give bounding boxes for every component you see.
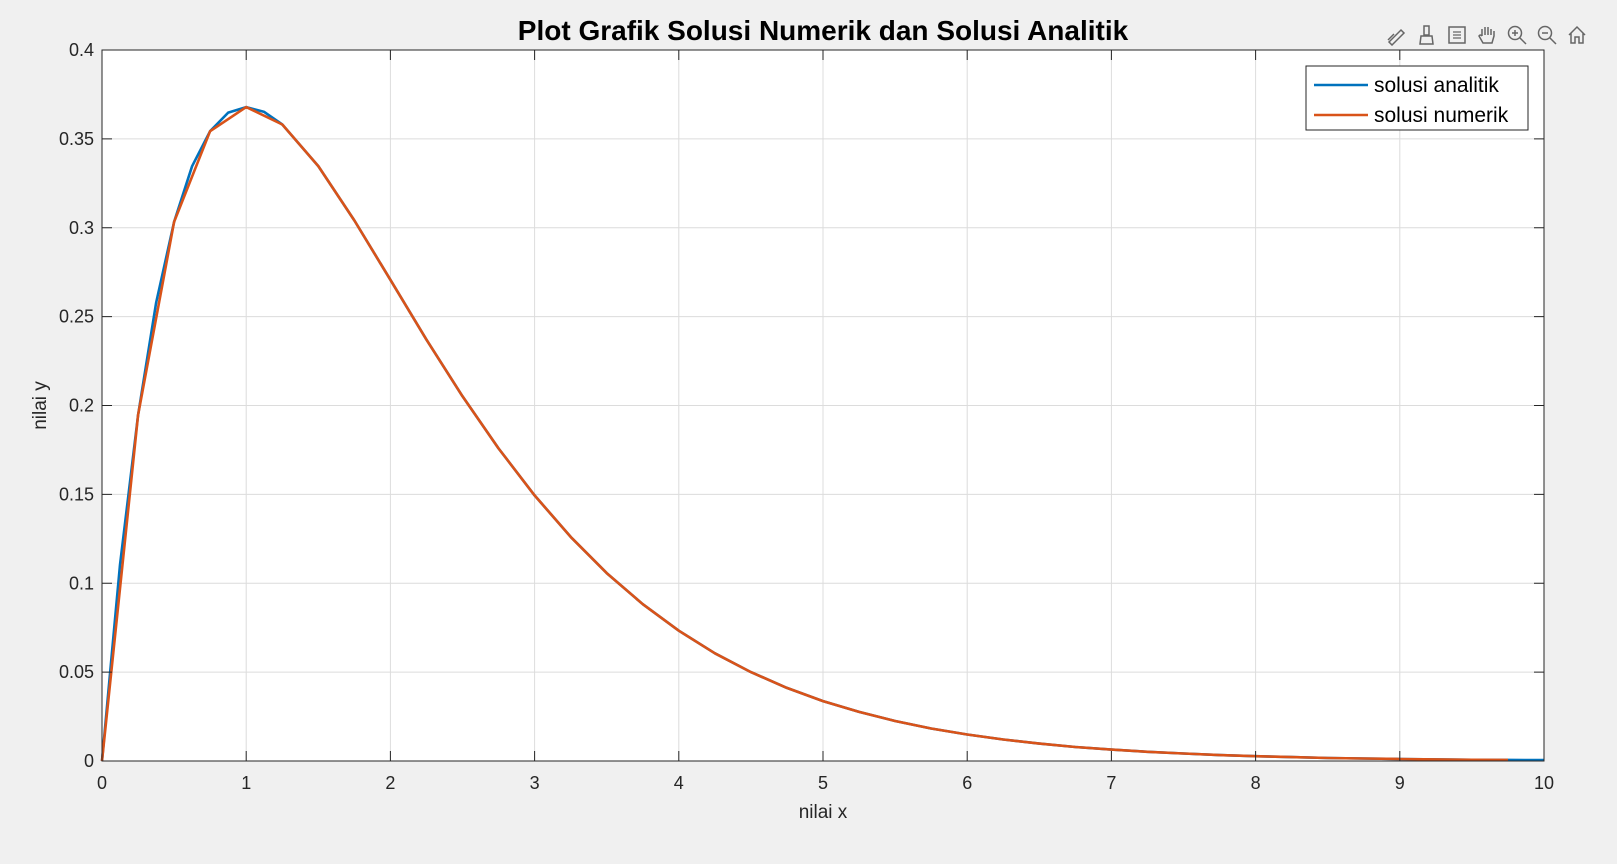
x-tick-label: 7	[1106, 773, 1116, 793]
x-tick-label: 8	[1251, 773, 1261, 793]
tick-labels: 0 1 2 3 4 5 6 7 8 9 10 0 0.05 0.1 0.15 0.2 0.25 0.3 0.35 0.…	[59, 40, 1554, 793]
legend-box	[1305, 65, 1529, 131]
legend-label-numerik: solusi numerik	[1374, 104, 1509, 127]
y-tick-label: 0.05	[59, 662, 94, 682]
x-tick-label: 1	[241, 773, 251, 793]
brush-icon[interactable]	[1414, 22, 1440, 48]
y-tick-label: 0.3	[69, 218, 94, 238]
zoom-in-icon[interactable]	[1504, 22, 1530, 48]
y-axis-label: nilai y	[30, 381, 51, 430]
axes-toolbar	[1384, 22, 1590, 48]
x-tick-label: 0	[97, 773, 107, 793]
y-tick-label: 0.15	[59, 484, 94, 504]
x-tick-label: 5	[818, 773, 828, 793]
chart-title: Plot Grafik Solusi Numerik dan Solusi An…	[518, 15, 1129, 46]
legend-label-analitik: solusi analitik	[1374, 74, 1499, 97]
pan-hand-icon[interactable]	[1474, 22, 1500, 48]
x-tick-label: 2	[385, 773, 395, 793]
x-tick-label: 3	[530, 773, 540, 793]
zoom-out-icon[interactable]	[1534, 22, 1560, 48]
y-tick-label: 0.35	[59, 129, 94, 149]
y-tick-label: 0	[84, 751, 94, 771]
x-tick-label: 9	[1395, 773, 1405, 793]
x-tick-label: 6	[962, 773, 972, 793]
x-tick-label: 4	[674, 773, 684, 793]
series-lines	[100, 105, 1545, 762]
y-tick-label: 0.4	[69, 40, 94, 60]
tick-marks	[101, 49, 1545, 762]
series-line-numerik	[100, 105, 1509, 762]
edit-plot-icon[interactable]	[1384, 22, 1410, 48]
grid-lines	[101, 49, 1545, 762]
y-tick-label: 0.2	[69, 396, 94, 416]
y-tick-label: 0.1	[69, 573, 94, 593]
legend[interactable]: solusi analitik solusi numerik	[1305, 65, 1529, 131]
restore-view-home-icon[interactable]	[1564, 22, 1590, 48]
y-tick-label: 0.25	[59, 307, 94, 327]
data-tips-icon[interactable]	[1444, 22, 1470, 48]
x-axis-label: nilai x	[799, 802, 848, 823]
x-tick-label: 10	[1534, 773, 1554, 793]
